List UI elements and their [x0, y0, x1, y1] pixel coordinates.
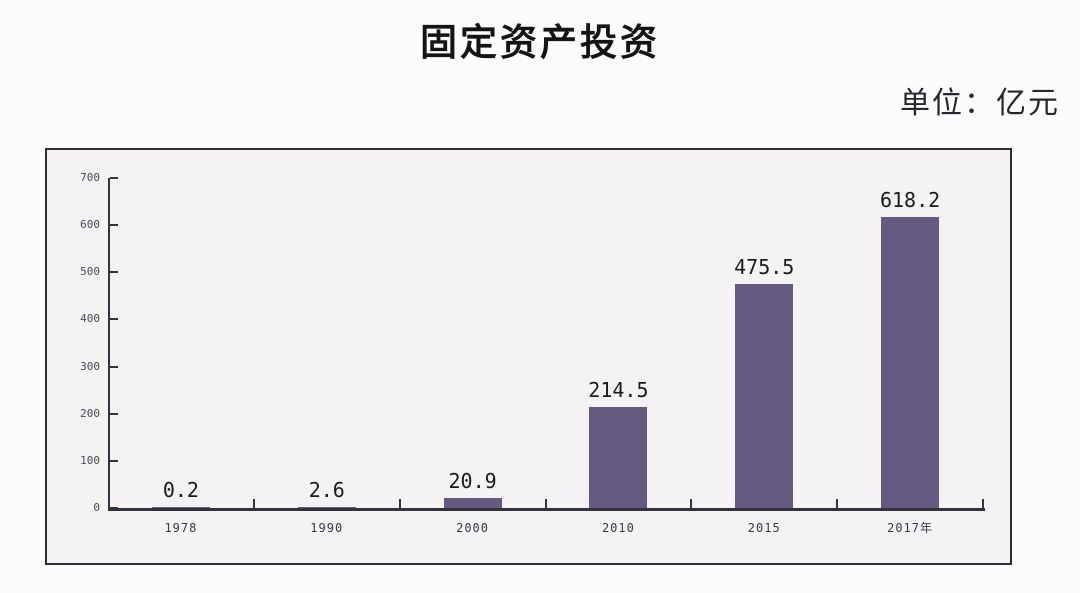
bar — [443, 498, 502, 508]
x-axis-tick — [982, 499, 984, 508]
bar-value-label: 618.2 — [879, 188, 941, 212]
x-axis-tick — [398, 499, 401, 508]
x-axis-line — [108, 508, 985, 511]
y-axis-tick-label: 0 — [93, 501, 100, 514]
chart-title: 固定资产投资 — [420, 22, 660, 63]
y-axis-tick — [110, 177, 118, 179]
y-axis-line — [108, 178, 110, 510]
y-axis-tick — [110, 271, 118, 274]
x-axis-tick — [544, 499, 547, 508]
unit-label: 单位：亿元 — [900, 87, 1060, 120]
y-axis-tick-label: 400 — [80, 312, 100, 326]
bar-value-label: 0.2 — [162, 478, 199, 502]
x-axis-category-label: 1990 — [310, 521, 344, 535]
x-axis-tick — [836, 499, 839, 508]
x-axis-category-label: 2010 — [601, 521, 635, 535]
x-axis-tick — [252, 499, 255, 508]
bar — [589, 407, 648, 508]
chart-frame: 0 100 200 300 400 500 600 700 0.2 1978 2.6 1990 20.9… — [45, 148, 1012, 565]
y-axis-tick-label: 500 — [80, 265, 100, 279]
bar — [297, 507, 356, 508]
bar — [881, 217, 940, 508]
x-axis-category-label: 2015 — [747, 521, 781, 535]
y-axis-tick-label: 300 — [80, 359, 100, 373]
bar-value-label: 20.9 — [448, 469, 497, 493]
x-axis-category-label: 2000 — [456, 521, 490, 535]
y-axis-tick — [110, 459, 118, 462]
bar-value-label: 214.5 — [588, 378, 649, 402]
bar — [151, 507, 210, 508]
x-axis-category-label: 1978 — [164, 521, 198, 535]
bar — [735, 284, 794, 508]
y-axis-tick-label: 200 — [80, 406, 100, 420]
y-axis-tick-label: 600 — [80, 218, 100, 232]
bar-value-label: 475.5 — [734, 255, 795, 279]
y-axis-tick — [110, 365, 118, 368]
y-axis-tick — [110, 318, 118, 321]
bar-value-label: 2.6 — [308, 478, 345, 502]
y-axis-tick-label: 100 — [80, 453, 100, 467]
y-axis-tick — [110, 507, 118, 509]
y-axis-tick-label: 700 — [80, 171, 100, 184]
y-axis-tick — [110, 412, 118, 415]
x-axis-category-label: 2017年 — [887, 521, 934, 535]
y-axis-tick — [110, 224, 118, 227]
x-axis-tick — [690, 499, 693, 508]
